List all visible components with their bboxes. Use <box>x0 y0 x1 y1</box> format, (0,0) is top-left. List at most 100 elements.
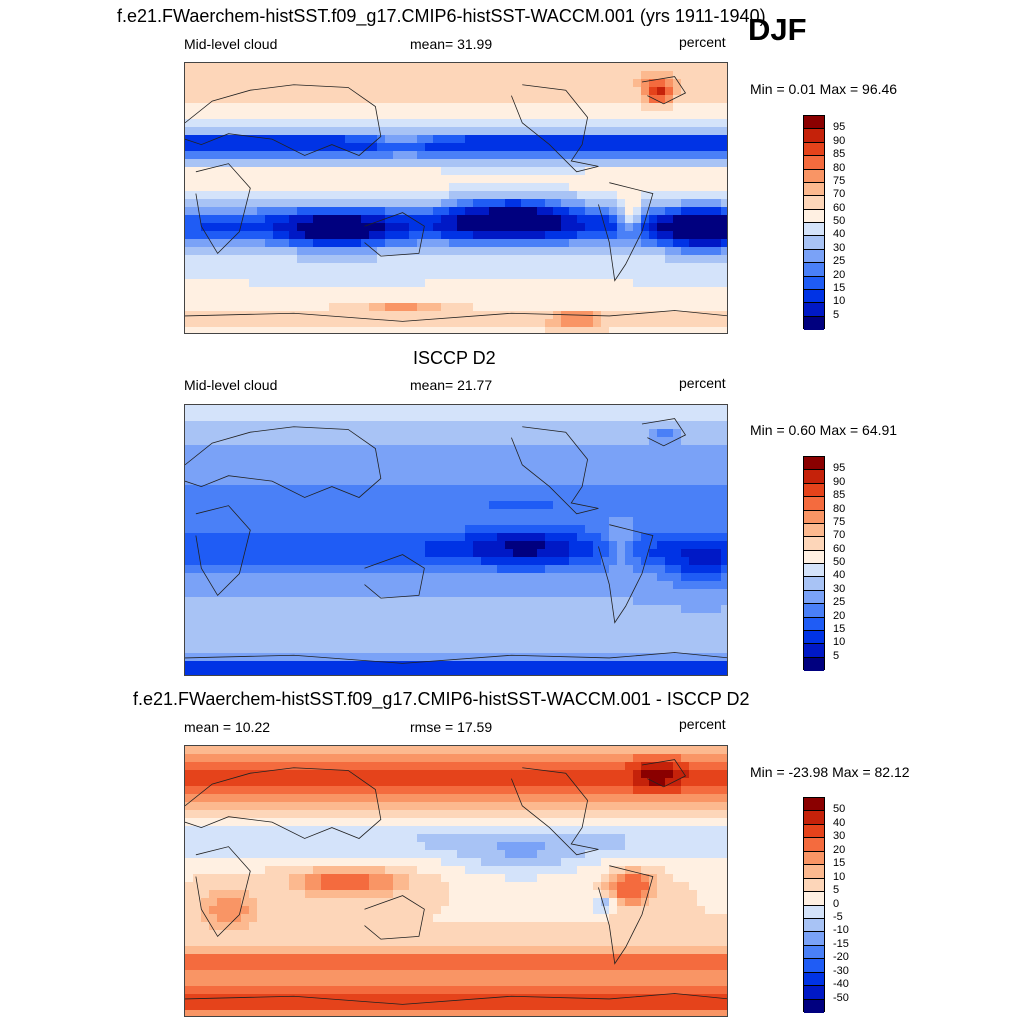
colorbar-swatch <box>804 510 824 524</box>
panel3-units-label: percent <box>679 716 726 732</box>
colorbar-tick-label: 30 <box>833 241 846 254</box>
coastline <box>641 759 687 788</box>
colorbar-swatch <box>804 604 824 618</box>
colorbar-tick-label: 50 <box>833 215 846 227</box>
colorbar-swatch <box>804 577 824 591</box>
colorbar-tick-label: -40 <box>833 978 849 991</box>
coastline <box>195 846 251 938</box>
coastline <box>598 865 654 965</box>
colorbar-swatch <box>804 945 824 960</box>
colorbar-tick-label: 85 <box>833 489 846 502</box>
colorbar-tick-label: -10 <box>833 924 849 937</box>
colorbar-swatch <box>804 276 824 290</box>
colorbar-tick-label: 15 <box>833 281 846 294</box>
colorbar-swatch <box>804 959 824 973</box>
coastline <box>185 426 382 498</box>
colorbar-swatch <box>804 851 824 866</box>
colorbar-swatch <box>804 878 824 893</box>
panel2-colorbar <box>803 456 825 671</box>
colorbar-tick-label: 25 <box>833 596 846 609</box>
colorbar-swatch <box>804 209 824 223</box>
colorbar-swatch <box>804 630 824 645</box>
coastline <box>185 652 727 664</box>
colorbar-swatch <box>804 196 824 210</box>
panel2-mean-label: mean= 21.77 <box>410 377 493 393</box>
colorbar-tick-label: 15 <box>833 857 846 870</box>
colorbar-tick-label: -5 <box>833 910 843 923</box>
panel3-minmax-label: Min = -23.98 Max = 82.12 <box>750 764 910 780</box>
colorbar-swatch <box>804 523 824 538</box>
colorbar-swatch <box>804 972 824 987</box>
colorbar-swatch <box>804 457 824 471</box>
colorbar-swatch <box>804 892 824 906</box>
colorbar-swatch <box>804 999 824 1013</box>
colorbar-swatch <box>804 129 824 143</box>
colorbar-tick-label: 70 <box>833 188 846 201</box>
panel3-rmse-label: rmse = 17.59 <box>410 719 493 735</box>
colorbar-tick-label: 40 <box>833 228 846 241</box>
colorbar-swatch <box>804 182 824 197</box>
colorbar-tick-label: 5 <box>833 308 840 321</box>
colorbar-swatch <box>804 657 824 671</box>
colorbar-tick-label: 50 <box>833 556 846 568</box>
colorbar-swatch <box>804 564 824 578</box>
colorbar-swatch <box>804 918 824 933</box>
colorbar-swatch <box>804 116 824 130</box>
coastline <box>185 993 727 1005</box>
colorbar-tick-label: 50 <box>833 803 846 816</box>
coastline <box>185 84 382 156</box>
colorbar-swatch <box>804 811 824 825</box>
panel2-units-label: percent <box>679 375 726 391</box>
colorbar-swatch <box>804 236 824 250</box>
colorbar-tick-label: 70 <box>833 529 846 542</box>
coastline <box>195 505 251 597</box>
coastline <box>598 182 654 282</box>
colorbar-swatch <box>804 263 824 277</box>
colorbar-tick-label: 20 <box>833 268 846 281</box>
panel1-variable-label: Mid-level cloud <box>184 36 278 52</box>
colorbar-tick-label: 10 <box>833 295 846 308</box>
colorbar-swatch <box>804 550 824 564</box>
colorbar-swatch <box>804 142 824 157</box>
colorbar-tick-label: 10 <box>833 636 846 649</box>
panel1-mean-label: mean= 31.99 <box>410 36 493 52</box>
colorbar-tick-label: 40 <box>833 816 846 829</box>
colorbar-tick-label: 30 <box>833 830 846 843</box>
colorbar-tick-label: -50 <box>833 991 849 1004</box>
map-field <box>185 746 727 1016</box>
colorbar-tick-label: 5 <box>833 649 840 662</box>
season-label: DJF <box>748 12 807 47</box>
colorbar-swatch <box>804 483 824 498</box>
colorbar-tick-label: 0 <box>833 897 840 910</box>
panel1-map <box>184 62 728 334</box>
colorbar-tick-label: -20 <box>833 951 849 964</box>
colorbar-tick-label: 5 <box>833 884 840 897</box>
colorbar-tick-label: 80 <box>833 161 846 174</box>
colorbar-tick-label: -30 <box>833 964 849 977</box>
colorbar-tick-label: 90 <box>833 134 846 147</box>
colorbar-swatch <box>804 537 824 551</box>
colorbar-tick-label: 95 <box>833 121 846 134</box>
colorbar-swatch <box>804 169 824 183</box>
coastline <box>195 163 251 255</box>
panel1-units-label: percent <box>679 34 726 50</box>
colorbar-swatch <box>804 223 824 237</box>
colorbar-swatch <box>804 865 824 879</box>
coastline <box>364 554 425 599</box>
colorbar-swatch <box>804 470 824 484</box>
colorbar-swatch <box>804 303 824 317</box>
panel2-minmax-label: Min = 0.60 Max = 64.91 <box>750 422 898 438</box>
colorbar-swatch <box>804 932 824 946</box>
colorbar-tick-label: 60 <box>833 201 846 214</box>
colorbar-swatch <box>804 986 824 1000</box>
colorbar-tick-label: 90 <box>833 475 846 488</box>
colorbar-tick-label: 75 <box>833 515 846 528</box>
colorbar-tick-label: 15 <box>833 622 846 635</box>
colorbar-tick-label: 75 <box>833 174 846 187</box>
coastline <box>364 895 425 940</box>
colorbar-swatch <box>804 905 824 919</box>
panel3-title: f.e21.FWaerchem-histSST.f09_g17.CMIP6-hi… <box>133 689 750 709</box>
coastline <box>641 418 687 447</box>
colorbar-swatch <box>804 824 824 839</box>
panel3-mean-label: mean = 10.22 <box>184 719 271 735</box>
